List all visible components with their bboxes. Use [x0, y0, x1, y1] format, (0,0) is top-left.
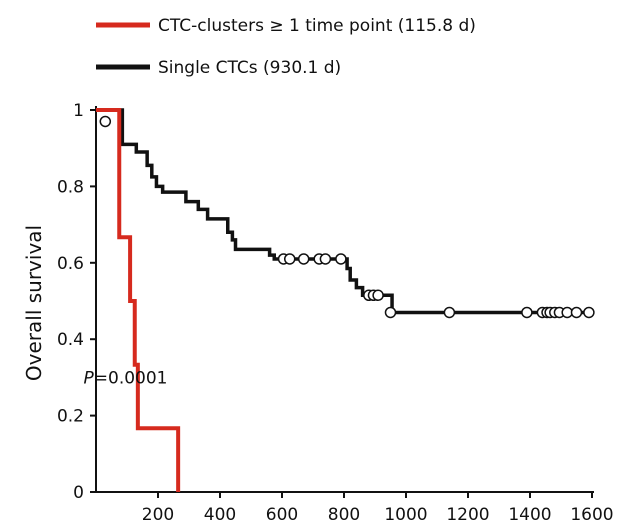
censor-marker: [335, 253, 347, 265]
y-axis-label: Overall survival: [22, 225, 46, 381]
x-tick-label: 400: [204, 505, 236, 525]
legend-label-ctc-clusters: CTC-clusters ≥ 1 time point (115.8 d): [158, 16, 476, 36]
censor-marker: [570, 306, 583, 319]
y-tick-label: 0.6: [57, 254, 84, 274]
x-tick-label: 1600: [570, 505, 613, 525]
series-layer: [96, 108, 595, 492]
x-tick-label: 800: [328, 505, 360, 525]
censor-marker: [297, 253, 310, 265]
y-tick-label: 0: [73, 483, 84, 503]
censor-marker: [372, 289, 384, 302]
legend-label-single-ctcs: Single CTCs (930.1 d): [158, 58, 341, 78]
series-line-1: [96, 108, 589, 315]
p-value-prefix: P: [84, 368, 95, 388]
censor-marker: [561, 306, 573, 319]
x-tick-label: 600: [266, 505, 298, 525]
censor-marker: [284, 253, 296, 265]
p-value-annotation: P=0.0001: [84, 368, 168, 388]
p-value-number: =0.0001: [94, 368, 168, 388]
censor-marker: [521, 306, 533, 319]
censor-marker: [384, 306, 397, 319]
series-line-0: [96, 108, 181, 492]
x-tick-label: 1400: [508, 505, 551, 525]
y-tick-label: 0.8: [57, 177, 84, 197]
y-tick-label: 0.2: [57, 407, 84, 427]
censor-marker: [443, 306, 456, 319]
censor-marker: [583, 306, 595, 319]
legend: CTC-clusters ≥ 1 time point (115.8 d) Si…: [96, 16, 476, 78]
censor-marker: [319, 253, 332, 265]
x-tick-label: 1200: [446, 505, 489, 525]
x-tick-label: 200: [142, 505, 174, 525]
censor-marker: [99, 115, 112, 128]
x-tick-label: 1000: [384, 505, 427, 525]
y-tick-label: 0.4: [57, 330, 84, 350]
y-tick-label: 1: [73, 101, 84, 121]
